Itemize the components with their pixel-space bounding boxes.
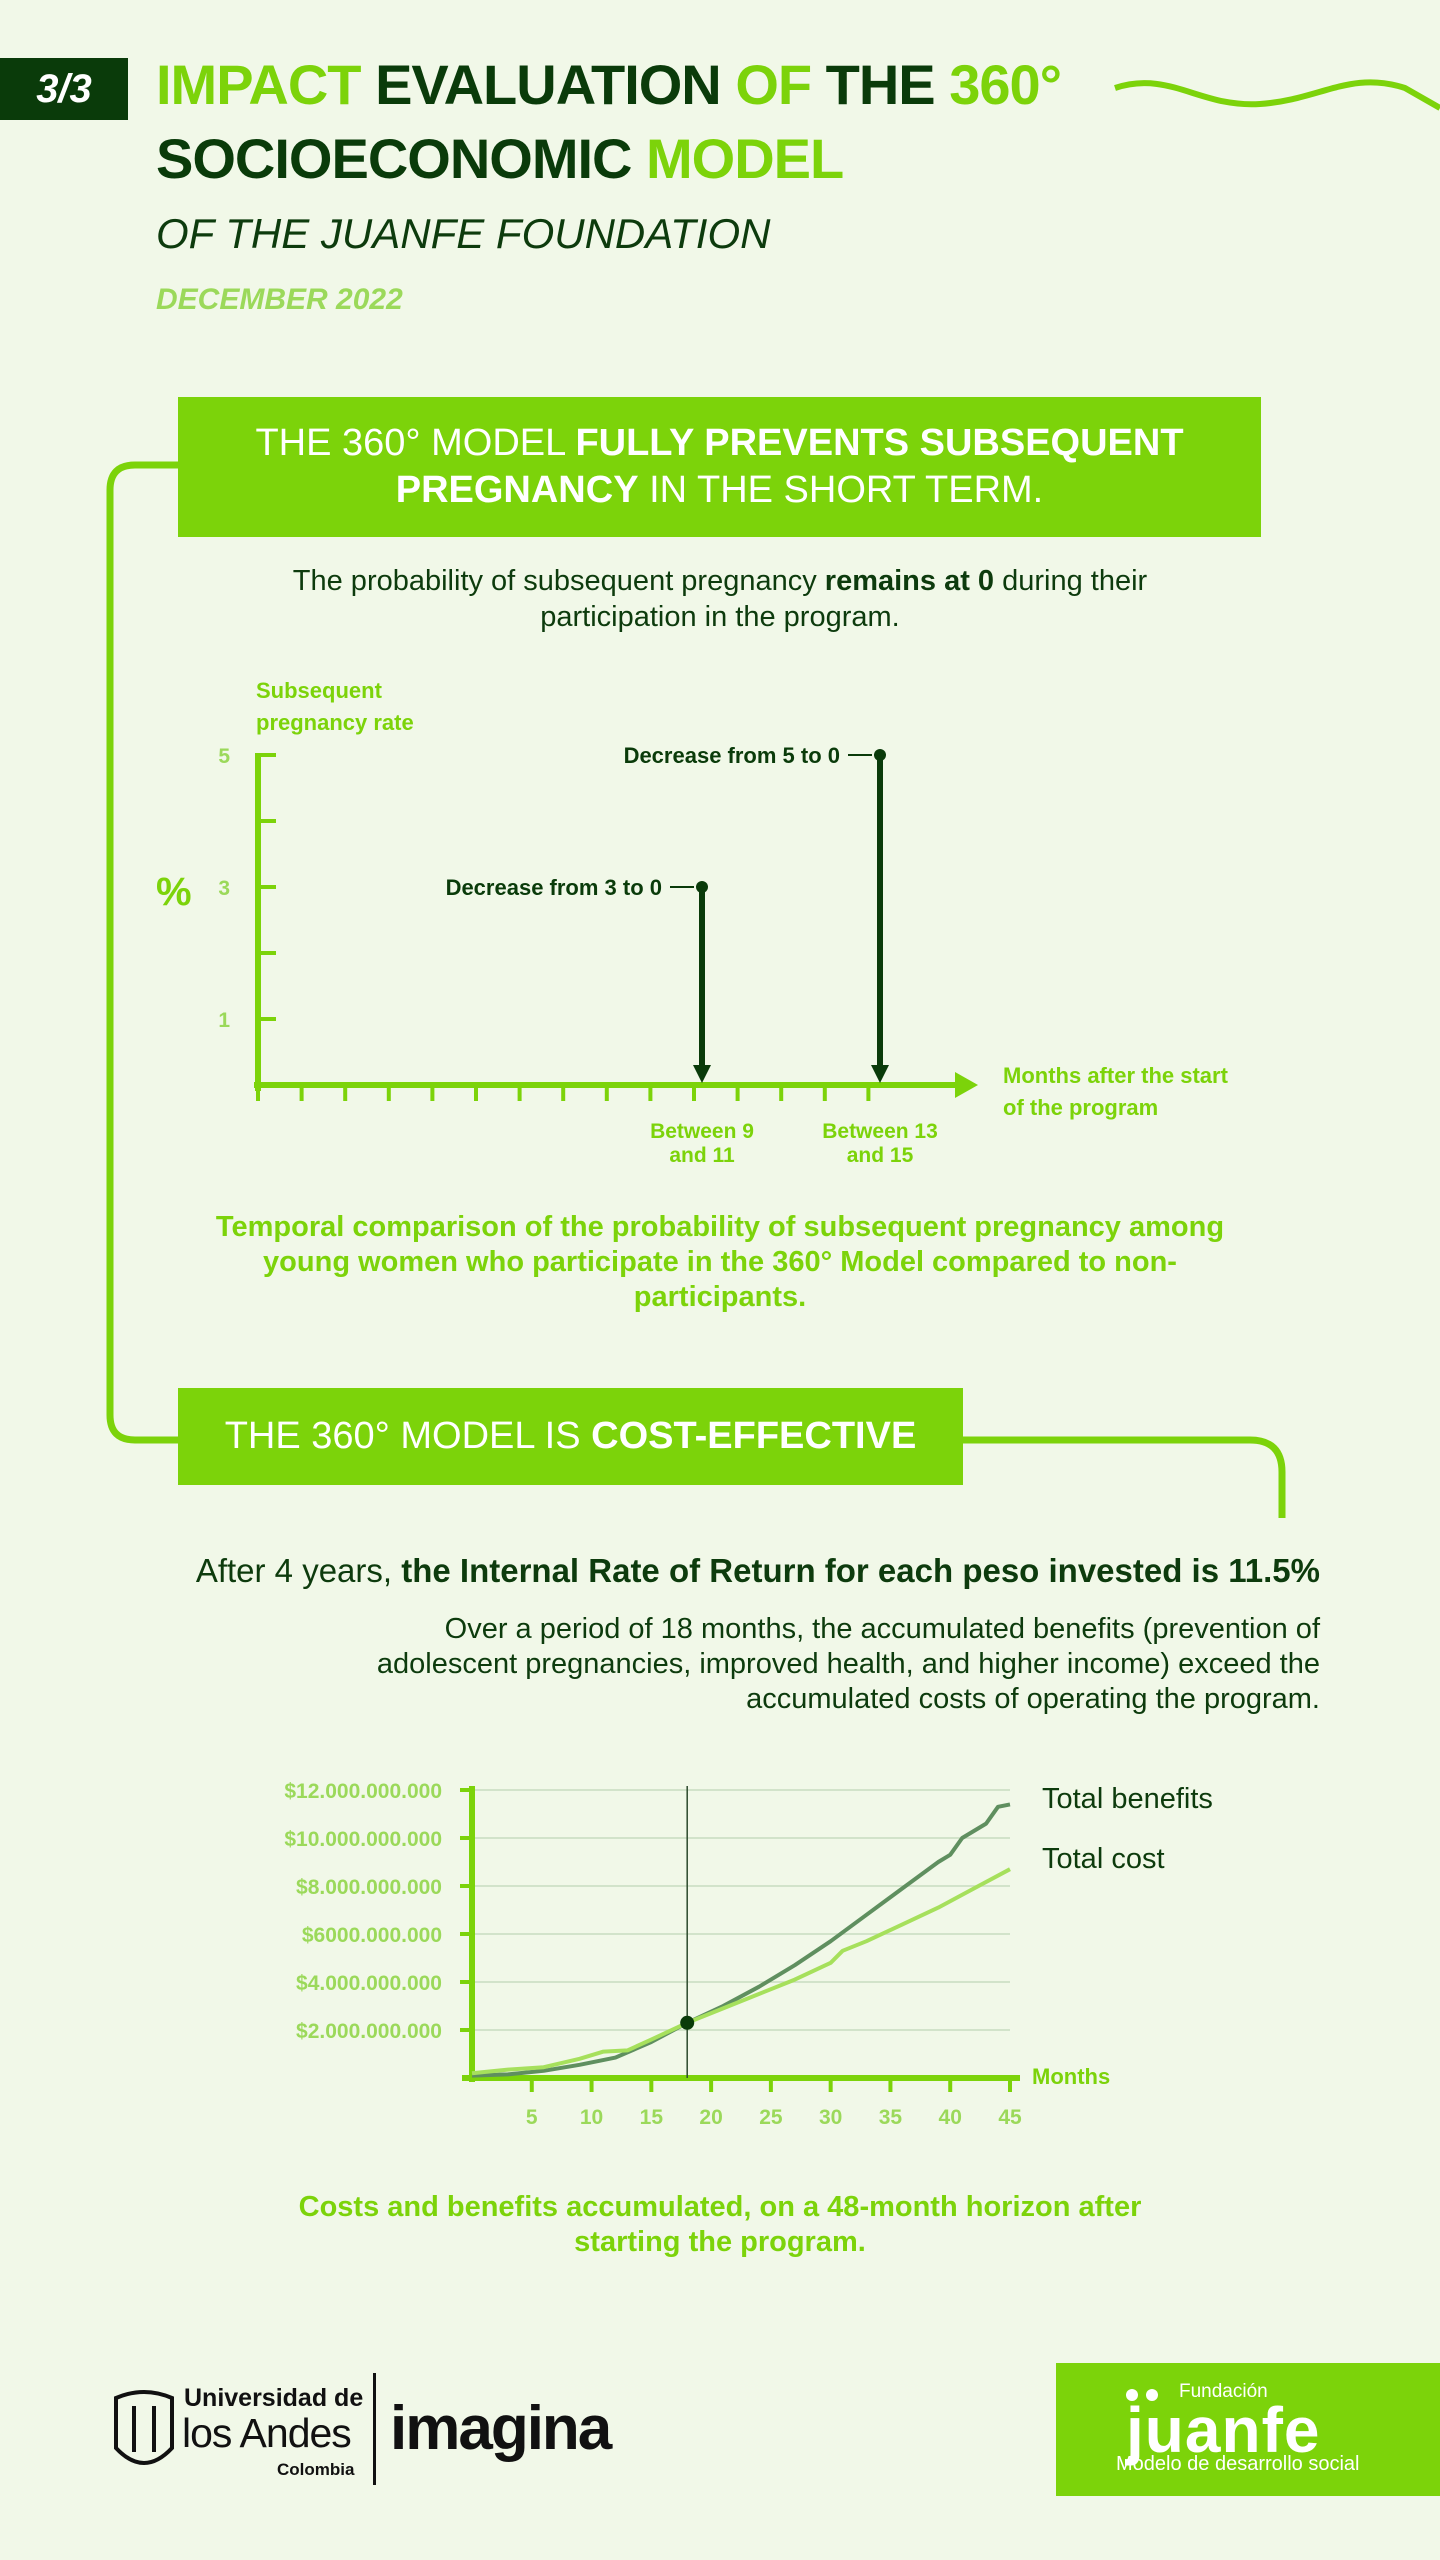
banner1-text-c: IN THE SHORT TERM. [638,469,1044,511]
banner2-text-bold: COST-EFFECTIVE [591,1414,917,1457]
y-tick-label: $12.000.000.000 [284,1780,442,1803]
annotation: Decrease from 5 to 0 [624,743,840,768]
y-tick-label: $2.000.000.000 [296,2020,442,2043]
left-bracket [106,461,178,1444]
title-word: IMPACT [156,53,376,116]
dot-icon [1146,2389,1158,2401]
x-tick-label: 40 [939,2106,962,2129]
section1-caption: Temporal comparison of the probability o… [215,1211,1225,1313]
cost-benefit-chart: $2.000.000.000 $4.000.000.000 $6000.000.00… [284,1780,1213,2129]
section2-banner: THE 360° MODEL IS COST-EFFECTIVE [178,1388,963,1485]
y-tick-label: $6000.000.000 [302,1924,442,1947]
lead2-a: After 4 years, [195,1552,402,1589]
lead1-bold: remains at 0 [824,565,995,597]
lead2-bold: the Internal Rate of Return for each pes… [401,1552,1320,1589]
lead1-a: The probability of subsequent pregnancy [292,565,825,597]
uni-line1: Universidad de [184,2384,364,2412]
x-axis-label: Months [1032,2064,1110,2089]
juanfe-top: Fundación [1179,2381,1268,2402]
x-tick-label: 10 [580,2106,603,2129]
uni-line3: Colombia [277,2460,355,2479]
title-word: MODEL [646,127,844,190]
x-axis-arrow-icon [955,1072,978,1098]
series-line-benefits [471,1802,1011,2078]
arrow-head-icon [871,1065,889,1083]
juanfe-name: juanfe [1126,2394,1321,2466]
y-tick-label: 1 [218,1009,230,1032]
section2-body: Over a period of 18 months, the accumula… [376,1613,1320,1715]
section2-lead: After 4 years, the Internal Rate of Retu… [196,1552,1320,1590]
uni-line2: los Andes [182,2410,352,2456]
x-axis-label: Months after the start of the program [1003,1063,1229,1120]
imagina-logo: imagina [390,2394,612,2463]
lead1-c: during their participation in the progra… [540,565,1148,634]
title-line-1: IMPACT EVALUATION OF THE 360° [156,52,1062,117]
x-tick-label: 30 [819,2106,842,2129]
x-tick-label: 20 [699,2106,722,2129]
title-line-2: SOCIOECONOMIC MODEL [156,126,844,191]
y-tick-label: $8.000.000.000 [296,1876,442,1899]
juanfe-logo: Fundación juanfe Modelo de desarrollo so… [1056,2363,1440,2496]
title-word: EVALUATION [375,53,736,116]
title-word: THE [825,53,950,116]
uniandes-emblem-icon [114,2390,174,2465]
dot-icon [1126,2389,1138,2401]
category-label: Between 13 and 15 [822,1120,938,1167]
banner1-text-a: THE 360° MODEL [255,421,576,464]
annotation: Decrease from 3 to 0 [446,875,662,900]
crossover-point [680,2015,695,2030]
banner2-text-a: THE 360° MODEL IS [224,1414,592,1457]
page-indicator: 3/3 [0,58,128,120]
title-word: SOCIOECONOMIC [156,127,647,190]
category-label: Between 9 and 11 [650,1120,754,1167]
series-label: Total benefits [1042,1783,1213,1815]
y-tick-label: 5 [218,745,230,768]
header-wave [1114,79,1440,111]
uniandes-logo: Universidad de los Andes Colombia [112,2380,372,2490]
start-point [874,749,886,761]
x-tick-label: 35 [879,2106,903,2129]
y-unit-label: % [156,870,192,914]
x-tick-label: 25 [759,2106,783,2129]
y-tick-label: $10.000.000.000 [284,1828,442,1851]
y-tick-label: 3 [218,877,230,900]
series-line-cost [471,1867,1011,2076]
series-label: Total cost [1042,1843,1165,1875]
banner1-text-bold: FULLY PREVENTS SUBSEQUENT PREGNANCY [395,421,1184,512]
pregnancy-rate-chart: 5 3 1 Subsequent pregnancy rate% Months after… [156,678,1229,1167]
start-point [696,881,708,893]
arrow-head-icon [693,1065,711,1083]
section2-caption: Costs and benefits accumulated, on a 48-… [298,2191,1142,2258]
subtitle: OF THE JUANFE FOUNDATION [156,210,771,257]
y-tick-label: $4.000.000.000 [296,1972,442,1995]
title-word: 360° [949,53,1062,116]
title-word: OF [735,53,826,116]
y-axis-label: Subsequent pregnancy rate [256,678,414,735]
juanfe-tagline: Modelo de desarrollo social [1116,2453,1360,2475]
section1-lead: The probability of subsequent pregnancy … [250,563,1190,636]
right-connector [962,1436,1286,1518]
section1-banner: THE 360° MODEL FULLY PREVENTS SUBSEQUENT… [178,397,1261,537]
x-tick-label: 15 [640,2106,664,2129]
x-tick-label: 45 [998,2106,1022,2129]
x-tick-label: 5 [526,2106,538,2129]
footer-divider [373,2373,376,2485]
date-label: DECEMBER 2022 [156,283,403,316]
